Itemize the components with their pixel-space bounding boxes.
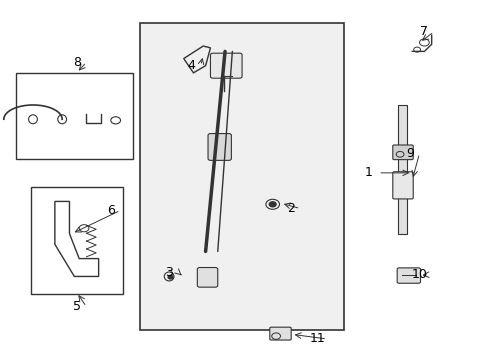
Text: 1: 1 [364, 166, 372, 179]
Bar [30, 187, 122, 294]
Text: 4: 4 [187, 59, 195, 72]
FancyBboxPatch shape [269, 327, 290, 340]
Text: 8: 8 [73, 55, 81, 69]
FancyBboxPatch shape [197, 267, 217, 287]
FancyBboxPatch shape [207, 134, 231, 160]
Text: 6: 6 [107, 204, 115, 217]
FancyBboxPatch shape [392, 172, 412, 199]
FancyBboxPatch shape [210, 53, 242, 78]
FancyBboxPatch shape [396, 268, 420, 283]
FancyBboxPatch shape [392, 145, 412, 159]
Circle shape [269, 202, 276, 207]
Text: 3: 3 [165, 266, 173, 279]
Bar [16, 73, 132, 158]
Text: 7: 7 [420, 25, 427, 38]
Circle shape [168, 275, 173, 279]
FancyBboxPatch shape [140, 23, 344, 330]
Text: 5: 5 [73, 300, 81, 313]
Text: 2: 2 [286, 202, 294, 215]
Text: 10: 10 [411, 268, 427, 281]
Text: 11: 11 [309, 333, 325, 346]
Bar [397, 105, 407, 234]
Text: 9: 9 [405, 147, 413, 160]
